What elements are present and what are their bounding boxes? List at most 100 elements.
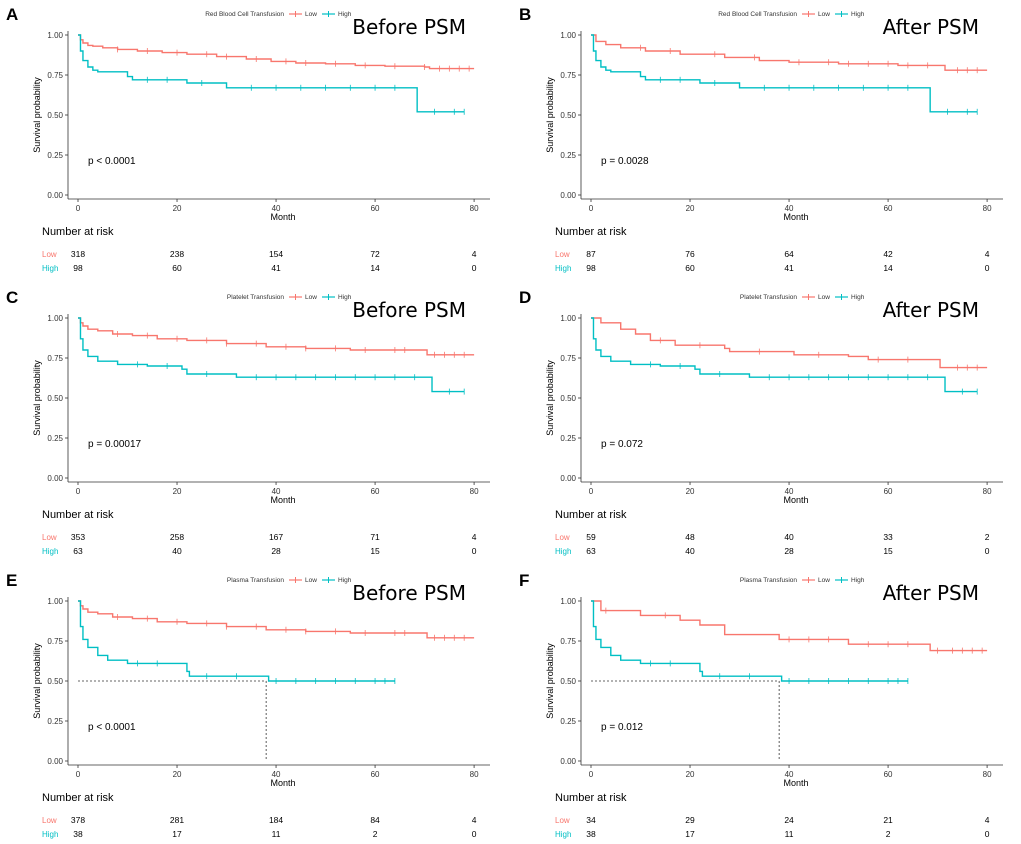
y-tick-label: 1.00 [47, 31, 63, 40]
risk-count-low: 281 [170, 815, 184, 825]
panel-title: After PSM [883, 581, 979, 605]
risk-count-low: 64 [784, 249, 794, 259]
risk-count-high: 98 [73, 263, 83, 273]
risk-count-low: 24 [784, 815, 794, 825]
risk-group-label-low: Low [555, 533, 570, 542]
y-tick-label: 0.25 [560, 434, 576, 443]
x-tick-label: 80 [983, 770, 992, 779]
legend-label-high: High [338, 577, 352, 584]
risk-count-low: 258 [170, 532, 184, 542]
legend-label-low: Low [818, 11, 830, 18]
risk-count-low: 48 [685, 532, 695, 542]
risk-count-high: 40 [685, 546, 695, 556]
y-tick-label: 1.00 [560, 314, 576, 323]
legend: Plasma Transfusion Low High [227, 577, 352, 584]
legend-label-low: Low [305, 577, 317, 584]
y-axis-label: Survival probability [545, 360, 555, 436]
y-tick-label: 0.75 [560, 354, 576, 363]
risk-count-high: 17 [172, 829, 182, 839]
panel-e: E Before PSM Plasma Transfusion Low High 0.00… [6, 571, 490, 839]
risk-table-title: Number at risk [42, 792, 114, 804]
risk-count-low: 33 [883, 532, 893, 542]
survival-curve-low [591, 34, 988, 71]
legend-label-low: Low [818, 577, 830, 584]
survival-curve-low [78, 34, 475, 70]
x-tick-label: 20 [173, 204, 182, 213]
risk-group-label-low: Low [42, 250, 57, 259]
y-axis-label: Survival probability [32, 77, 42, 153]
legend-title: Red Blood Cell Transfusion [205, 11, 284, 18]
y-tick-label: 0.50 [47, 677, 63, 686]
risk-count-high: 41 [271, 263, 281, 273]
x-tick-label: 60 [884, 770, 893, 779]
risk-count-high: 98 [586, 263, 596, 273]
y-tick-label: 1.00 [47, 597, 63, 606]
risk-count-high: 0 [472, 263, 477, 273]
x-tick-label: 80 [983, 487, 992, 496]
risk-count-high: 63 [73, 546, 83, 556]
legend-title: Plasma Transfusion [740, 577, 797, 584]
y-tick-label: 0.75 [560, 637, 576, 646]
risk-table-title: Number at risk [42, 509, 114, 521]
x-tick-label: 80 [470, 770, 479, 779]
risk-count-low: 40 [784, 532, 794, 542]
risk-count-low: 29 [685, 815, 695, 825]
risk-table-title: Number at risk [42, 226, 114, 238]
y-axis-label: Survival probability [545, 77, 555, 153]
legend-label-high: High [851, 577, 865, 584]
x-tick-label: 0 [589, 487, 594, 496]
x-axis-label: Month [270, 212, 295, 222]
risk-count-high: 2 [886, 829, 891, 839]
risk-count-high: 63 [586, 546, 596, 556]
risk-count-high: 60 [685, 263, 695, 273]
p-value: p = 0.0028 [601, 156, 649, 167]
risk-count-low: 4 [472, 532, 477, 542]
y-tick-label: 0.00 [47, 191, 63, 200]
x-tick-label: 40 [785, 204, 794, 213]
risk-group-label-low: Low [555, 816, 570, 825]
y-tick-label: 0.75 [47, 637, 63, 646]
risk-group-label-high: High [42, 547, 58, 556]
risk-count-low: 21 [883, 815, 893, 825]
y-tick-label: 0.50 [560, 394, 576, 403]
risk-count-low: 154 [269, 249, 283, 259]
risk-count-high: 11 [272, 829, 281, 839]
y-tick-label: 1.00 [560, 597, 576, 606]
risk-count-low: 34 [586, 815, 596, 825]
panel-title: Before PSM [352, 581, 466, 605]
panel-letter: D [519, 288, 531, 307]
legend: Red Blood Cell Transfusion Low High [718, 11, 865, 18]
legend: Red Blood Cell Transfusion Low High [205, 11, 352, 18]
x-tick-label: 20 [686, 487, 695, 496]
y-tick-label: 0.75 [47, 71, 63, 80]
y-tick-label: 0.25 [47, 434, 63, 443]
risk-group-label-low: Low [555, 250, 570, 259]
legend: Plasma Transfusion Low High [740, 577, 865, 584]
y-tick-label: 0.25 [47, 151, 63, 160]
legend-label-high: High [851, 11, 865, 18]
legend-title: Platelet Transfusion [740, 294, 797, 301]
survival-curve-high [591, 600, 908, 682]
y-axis-label: Survival probability [32, 360, 42, 436]
panel-letter: B [519, 5, 531, 24]
panel-c: C Before PSM Platelet Transfusion Low High 0.… [6, 288, 490, 556]
x-axis-label: Month [783, 212, 808, 222]
y-tick-label: 1.00 [560, 31, 576, 40]
risk-count-high: 15 [370, 546, 380, 556]
risk-count-high: 41 [784, 263, 794, 273]
p-value: p = 0.012 [601, 722, 643, 733]
p-value: p < 0.0001 [88, 722, 136, 733]
y-tick-label: 0.25 [560, 717, 576, 726]
legend-title: Red Blood Cell Transfusion [718, 11, 797, 18]
legend-title: Plasma Transfusion [227, 577, 284, 584]
y-tick-label: 0.00 [560, 191, 576, 200]
risk-group-label-high: High [555, 830, 571, 839]
risk-count-high: 0 [985, 829, 990, 839]
risk-count-low: 76 [685, 249, 695, 259]
risk-count-low: 4 [472, 249, 477, 259]
legend-label-high: High [338, 11, 352, 18]
risk-group-label-high: High [42, 264, 58, 273]
risk-count-high: 40 [172, 546, 182, 556]
risk-count-low: 72 [370, 249, 380, 259]
risk-count-low: 4 [985, 249, 990, 259]
